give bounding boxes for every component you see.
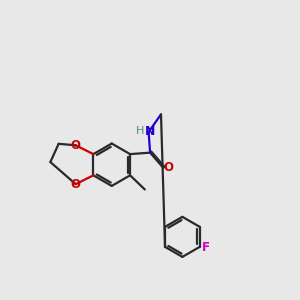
Text: O: O [164, 161, 174, 175]
Text: O: O [71, 139, 81, 152]
Text: O: O [71, 178, 81, 191]
Text: N: N [145, 125, 155, 138]
Text: F: F [202, 241, 210, 254]
Text: H: H [136, 126, 145, 136]
